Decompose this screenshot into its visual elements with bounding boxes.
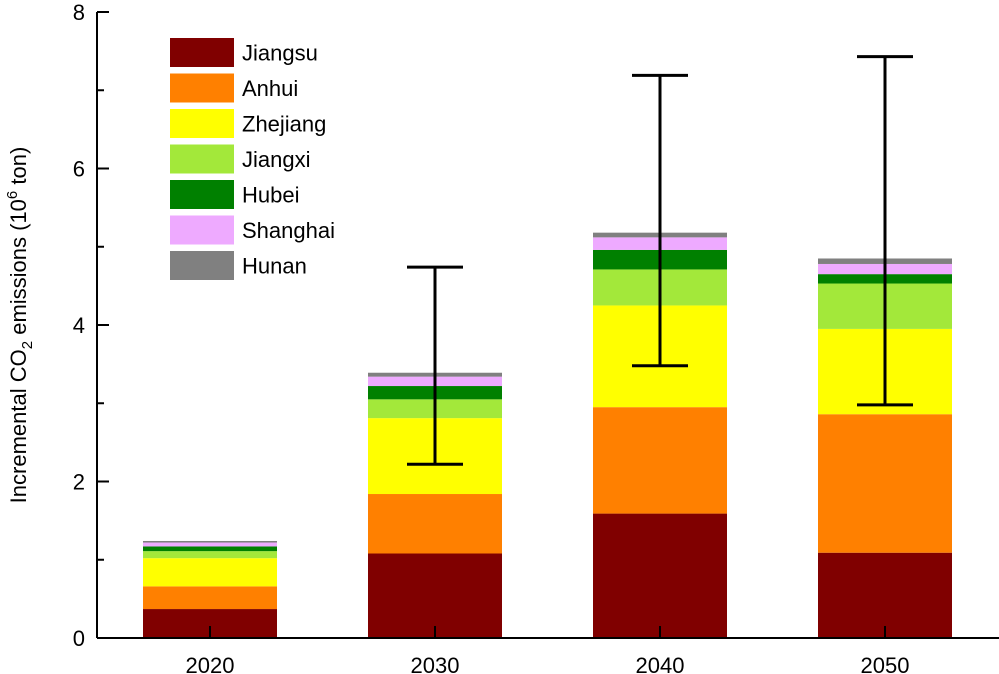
legend-label-shanghai: Shanghai bbox=[242, 218, 335, 243]
bar-zhejiang-2020 bbox=[143, 558, 277, 587]
x-tick-label-2020: 2020 bbox=[186, 653, 235, 674]
bar-anhui-2030 bbox=[368, 494, 502, 554]
x-tick-label-2050: 2050 bbox=[861, 653, 910, 674]
ylabel-superscript: 6 bbox=[4, 191, 21, 199]
legend: Jiangsu Anhui Zhejiang Jiangxi Hubei Shanghai… bbox=[170, 38, 335, 280]
bar-anhui-2020 bbox=[143, 586, 277, 610]
y-tick-label-2: 2 bbox=[73, 470, 85, 495]
bar-jiangxi-2020 bbox=[143, 551, 277, 559]
y-tick-label-0: 0 bbox=[73, 626, 85, 651]
y-ticks-layer: 0 2 4 6 8 bbox=[73, 0, 109, 651]
y-tick-label-8: 8 bbox=[73, 0, 85, 25]
ylabel-after: ton) bbox=[6, 147, 31, 191]
ylabel-before: Incremental CO bbox=[6, 349, 31, 503]
legend-label-hubei: Hubei bbox=[242, 183, 299, 208]
y-axis-title: Incremental CO2 emissions (106 ton) bbox=[4, 147, 36, 504]
x-tick-label-2030: 2030 bbox=[411, 653, 460, 674]
legend-swatch-jiangxi bbox=[170, 144, 234, 174]
legend-swatch-hunan bbox=[170, 251, 234, 280]
legend-swatch-shanghai bbox=[170, 215, 234, 245]
legend-label-jiangsu: Jiangsu bbox=[242, 41, 318, 66]
legend-swatch-anhui bbox=[170, 73, 234, 103]
bar-jiangsu-2030 bbox=[368, 553, 502, 638]
y-tick-label-6: 6 bbox=[73, 157, 85, 182]
bar-jiangsu-2040 bbox=[593, 513, 727, 638]
x-ticks-layer: 2020 2030 2040 2050 bbox=[186, 626, 910, 674]
legend-swatch-jiangsu bbox=[170, 38, 234, 67]
legend-swatch-hubei bbox=[170, 180, 234, 209]
legend-label-jiangxi: Jiangxi bbox=[242, 147, 310, 172]
legend-swatch-zhejiang bbox=[170, 109, 234, 138]
bars-layer bbox=[143, 232, 952, 638]
bar-jiangsu-2050 bbox=[818, 552, 952, 638]
x-tick-label-2040: 2040 bbox=[636, 653, 685, 674]
legend-label-zhejiang: Zhejiang bbox=[242, 112, 326, 137]
bar-shanghai-2020 bbox=[143, 542, 277, 547]
error-bars-layer bbox=[407, 55, 913, 466]
legend-label-anhui: Anhui bbox=[242, 76, 298, 101]
y-tick-label-4: 4 bbox=[73, 313, 85, 338]
ylabel-middle: emissions (10 bbox=[6, 199, 31, 341]
bar-hubei-2020 bbox=[143, 546, 277, 552]
legend-label-hunan: Hunan bbox=[242, 254, 307, 279]
ylabel-subscript: 2 bbox=[19, 341, 36, 349]
bar-anhui-2040 bbox=[593, 407, 727, 514]
bar-hunan-2020 bbox=[143, 540, 277, 543]
bar-anhui-2050 bbox=[818, 414, 952, 553]
